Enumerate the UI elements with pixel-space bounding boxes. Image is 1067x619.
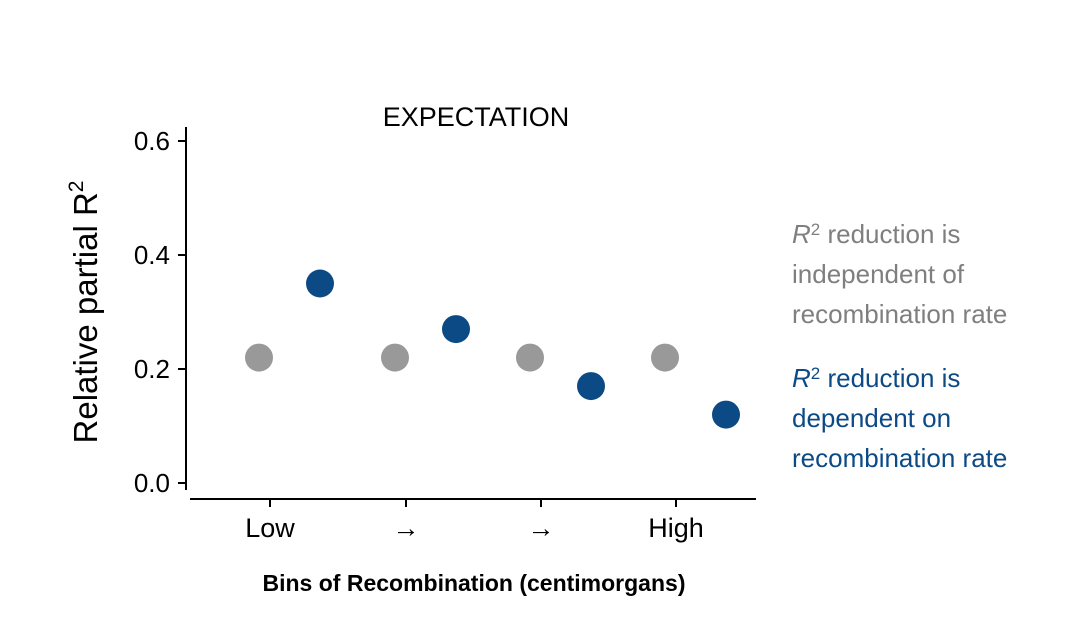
legend-gray-r: R — [792, 219, 811, 249]
y-tick-label: 0.6 — [134, 126, 170, 156]
gray-point — [651, 343, 679, 372]
gray-point — [245, 343, 273, 372]
y-axis-label: Relative partial R2 — [65, 181, 104, 444]
x-axis-label: Bins of Recombination (centimorgans) — [263, 570, 686, 596]
chart-title: EXPECTATION — [383, 102, 570, 132]
data-points — [245, 269, 740, 429]
y-ticks: 0.0 0.2 0.4 0.6 — [134, 126, 186, 498]
x-tick-label: → — [528, 513, 555, 543]
y-axis-label-superscript: 2 — [65, 181, 88, 193]
legend-gray: R2 reduction is independent of recombina… — [792, 214, 1062, 334]
legend-blue-line1-text: reduction is — [820, 363, 961, 393]
y-tick-label: 0.4 — [134, 240, 170, 270]
x-ticks: Low → → High — [245, 499, 704, 543]
gray-point — [381, 343, 409, 372]
legend-blue-line3: recombination rate — [792, 443, 1008, 473]
legend-gray-sup: 2 — [810, 220, 821, 239]
legend-blue-sup: 2 — [810, 364, 821, 383]
axes — [185, 127, 756, 500]
blue-point — [577, 372, 605, 401]
legend-gray-line3: recombination rate — [792, 299, 1008, 329]
legend-gray-line1-text: reduction is — [820, 219, 961, 249]
blue-point — [442, 315, 470, 344]
legend-gray-line1: R2 reduction is — [792, 214, 1062, 254]
x-tick-label: High — [648, 513, 704, 543]
y-tick-label: 0.0 — [134, 468, 170, 498]
legend-blue-r: R — [792, 363, 811, 393]
legend-blue-line2: dependent on — [792, 403, 952, 433]
x-tick-label: Low — [245, 513, 295, 543]
legend-blue-line1: R2 reduction is — [792, 358, 1062, 398]
blue-point — [712, 400, 740, 429]
blue-point — [306, 269, 334, 298]
y-tick-label: 0.2 — [134, 354, 170, 384]
gray-point — [516, 343, 544, 372]
x-tick-label: → — [393, 513, 420, 543]
legend-blue: R2 reduction is dependent on recombinati… — [792, 358, 1062, 478]
legend-gray-line2: independent of — [792, 259, 965, 289]
